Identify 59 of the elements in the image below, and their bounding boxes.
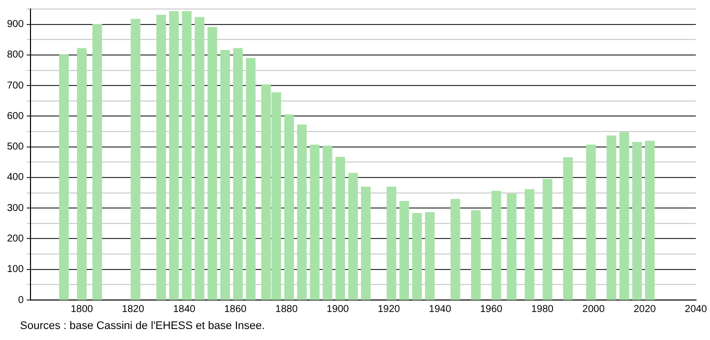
x-tick-label: 2040: [684, 304, 708, 315]
x-tick-label: 2020: [634, 304, 656, 315]
bar: [182, 11, 192, 300]
y-tick-label: 100: [6, 264, 24, 276]
bar: [586, 144, 596, 300]
x-tick-label: 1920: [378, 304, 400, 315]
bar: [619, 132, 630, 300]
source-note: Sources : base Cassini de l'EHESS et base Insee.: [19, 320, 266, 332]
bar: [92, 24, 102, 300]
x-tick-label: 1840: [173, 304, 196, 315]
bar: [335, 156, 346, 300]
y-tick-label: 200: [6, 233, 24, 244]
bar: [644, 140, 655, 300]
bar: [322, 146, 332, 300]
bar: [233, 48, 243, 300]
bar: [220, 50, 230, 300]
bar: [450, 198, 460, 300]
x-tick-label: 1980: [531, 304, 554, 315]
bar: [412, 212, 422, 300]
bar: [169, 11, 179, 300]
bar: [348, 172, 358, 300]
bar: [77, 48, 87, 300]
x-tick-label: 1900: [326, 304, 350, 315]
y-tick-label: 0: [18, 294, 24, 306]
bar: [156, 14, 166, 300]
bar: [399, 201, 410, 300]
y-tick-label: 300: [6, 202, 24, 214]
bar: [59, 54, 69, 300]
bar: [284, 114, 294, 300]
bar: [524, 189, 534, 300]
bar: [310, 144, 320, 300]
y-tick-label: 500: [6, 142, 24, 153]
bar: [424, 212, 435, 300]
y-tick-label: 800: [6, 50, 24, 61]
x-tick-label: 1960: [480, 304, 503, 315]
bar: [563, 157, 573, 300]
x-tick-label: 1940: [428, 304, 452, 315]
x-tick-label: 1820: [122, 304, 145, 315]
y-tick-label: 900: [6, 19, 24, 30]
bar: [542, 178, 552, 300]
bar: [297, 124, 307, 300]
bar: [632, 142, 642, 300]
bar: [246, 58, 256, 300]
bar: [386, 186, 396, 300]
bar: [506, 194, 516, 300]
x-tick-label: 1880: [275, 304, 298, 315]
bar: [208, 27, 218, 300]
bar: [606, 135, 616, 300]
x-tick-label: 1860: [224, 304, 247, 315]
bar: [491, 190, 502, 300]
y-tick-label: 400: [6, 172, 24, 184]
bar: [361, 186, 371, 300]
bar: [194, 16, 204, 300]
y-tick-label: 700: [6, 80, 24, 92]
x-tick-label: 1800: [70, 304, 94, 315]
bar: [471, 210, 481, 300]
bar: [130, 18, 140, 300]
x-tick-label: 2000: [582, 304, 606, 315]
y-tick-label: 600: [6, 110, 24, 122]
